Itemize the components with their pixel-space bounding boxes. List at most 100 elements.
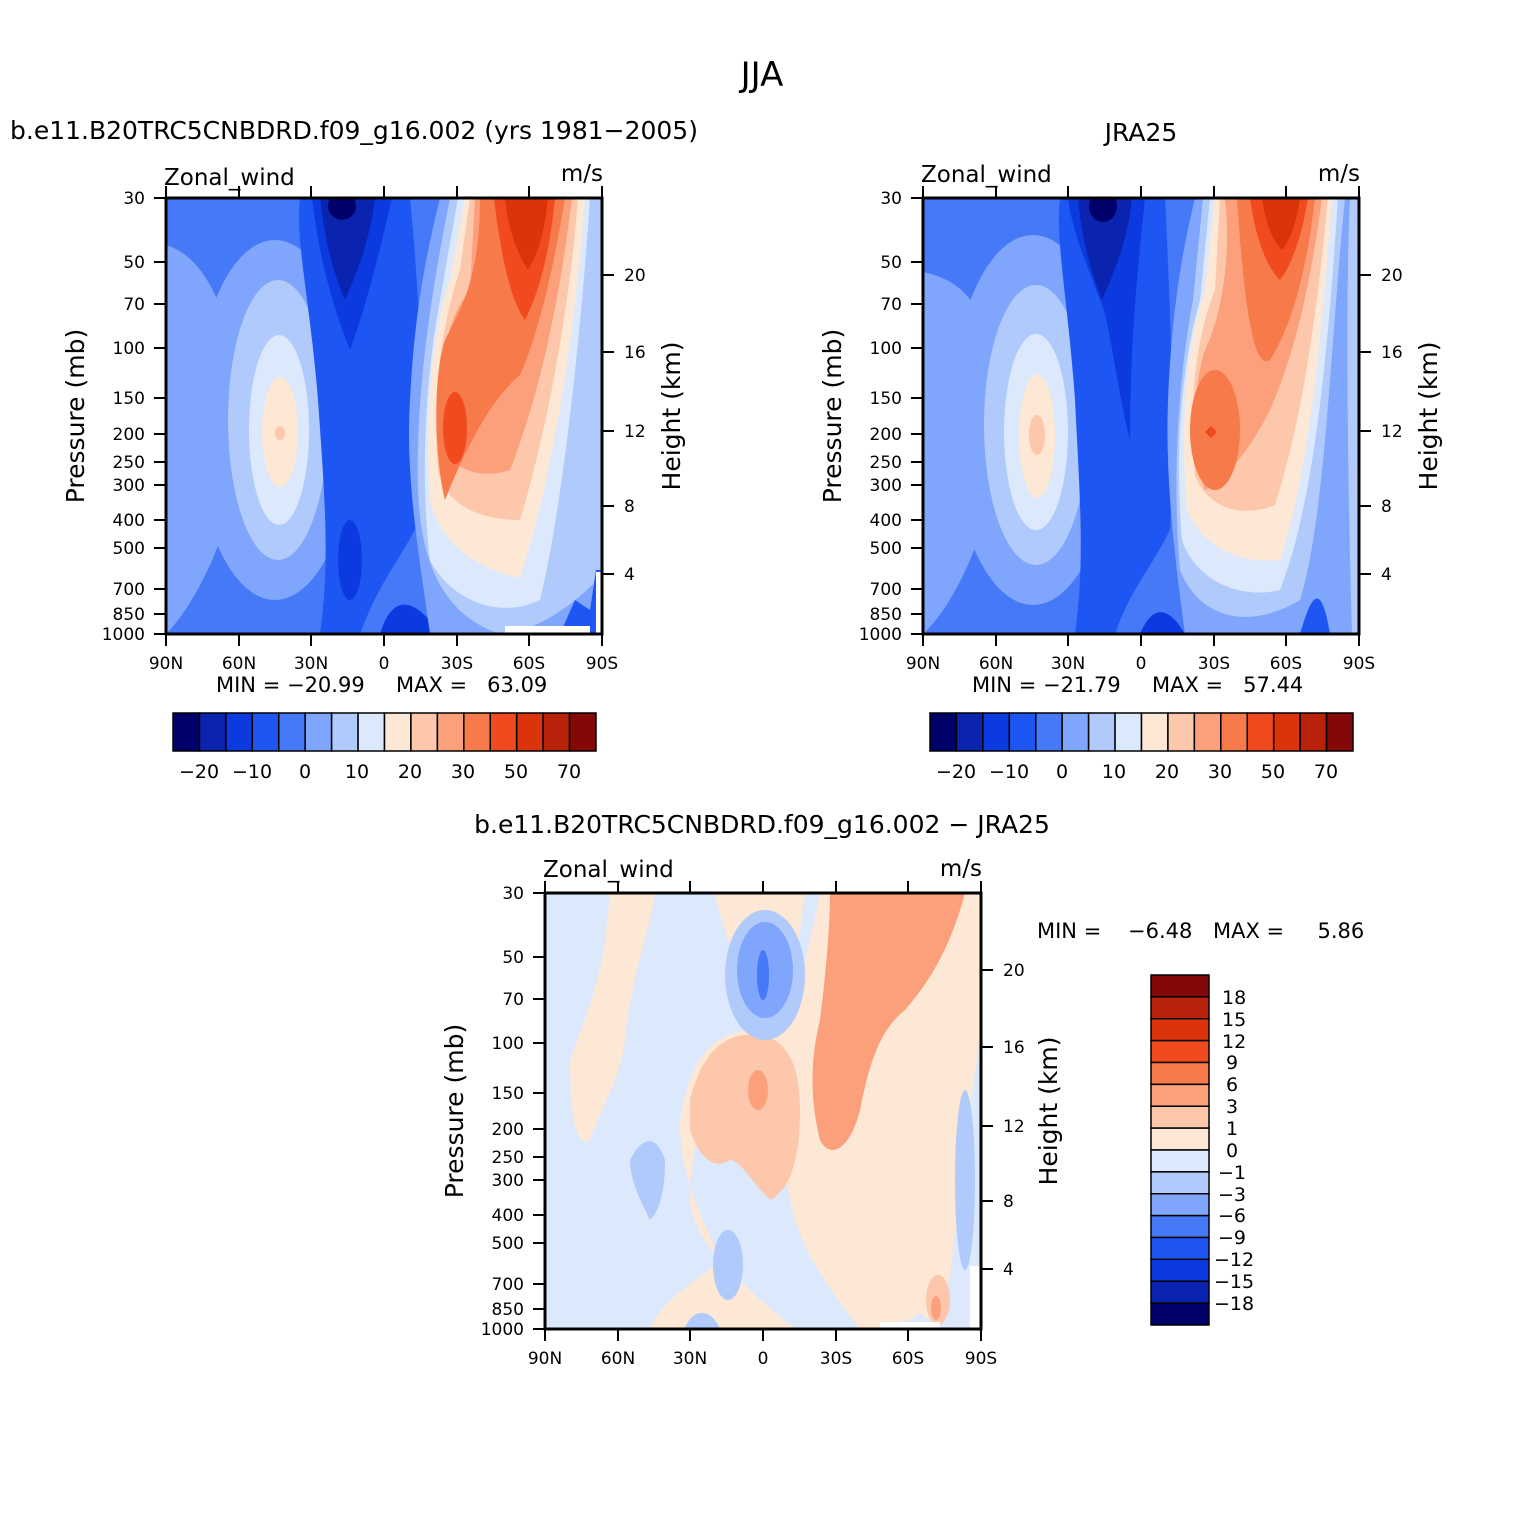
- x-tick-label: 60N: [222, 654, 256, 674]
- colorbar-diff: [1150, 974, 1210, 1326]
- panel-obs: JRA25 Zonal_wind m/s: [818, 118, 1443, 783]
- colorbar-swatch: [982, 712, 1011, 752]
- contour-band: [1029, 415, 1045, 455]
- y-tick-label: 500: [870, 539, 902, 559]
- colorbar-swatch: [1150, 1258, 1210, 1282]
- colorbar-swatch: [1061, 712, 1090, 752]
- contour-band: [505, 626, 590, 634]
- contour-band: [1078, 198, 1132, 300]
- y-tick-label: 700: [870, 580, 902, 600]
- y2-tick-label: 20: [1381, 266, 1403, 286]
- colorbar-swatch: [1299, 712, 1328, 752]
- y-tick-label: 1000: [481, 1320, 524, 1340]
- y-tick-label: 70: [880, 295, 902, 315]
- y-tick-label: 30: [880, 189, 902, 209]
- y2-tick-label: 20: [624, 266, 646, 286]
- colorbar-swatch: [1150, 1171, 1210, 1195]
- colorbar-swatch: [1150, 1039, 1210, 1064]
- colorbar-swatch: [1167, 712, 1196, 752]
- colorbar-label: 1: [1226, 1118, 1238, 1140]
- y-tick-label: 850: [870, 605, 902, 625]
- colorbar-swatch: [1150, 974, 1210, 998]
- y-tick-label: 700: [492, 1275, 524, 1295]
- y2-axis-label-diff: Height (km): [1034, 1037, 1063, 1186]
- colorbar-swatch: [955, 712, 984, 752]
- colorbar-label: 6: [1226, 1074, 1238, 1096]
- colorbar-label: −20: [179, 761, 219, 783]
- y-tick-label: 400: [492, 1206, 524, 1226]
- y-tick-label: 100: [870, 339, 902, 359]
- colorbar-label: 9: [1226, 1052, 1238, 1074]
- colorbar-swatch: [1150, 1280, 1210, 1304]
- colorbar-swatch: [1150, 1018, 1210, 1042]
- contour-field-model: [166, 198, 602, 634]
- colorbar-swatch: [1150, 1193, 1210, 1217]
- colorbar-swatch: [1150, 996, 1210, 1020]
- colorbar-swatch: [278, 712, 306, 752]
- contour-band: [757, 950, 769, 1000]
- y2-tick-label: 16: [1003, 1038, 1025, 1058]
- y2-tick-label: 12: [1003, 1117, 1025, 1137]
- y-ticks-diff: [533, 892, 545, 1330]
- x-tick-label: 60N: [601, 1349, 635, 1369]
- y2-tick-label: 4: [624, 565, 635, 585]
- colorbar-swatch: [1246, 712, 1275, 752]
- y-tick-label: 200: [492, 1120, 524, 1140]
- y2-tick-label: 12: [624, 422, 646, 442]
- contour-band: [443, 392, 467, 464]
- x-tick-label: 30S: [1198, 654, 1230, 674]
- colorbar-label: −20: [936, 761, 976, 783]
- y2-tick-label: 20: [1003, 961, 1025, 981]
- y-tick-label: 100: [113, 339, 145, 359]
- y-tick-label: 70: [502, 990, 524, 1010]
- y2-tick-label: 16: [1381, 343, 1403, 363]
- y-axis-label-diff: Pressure (mb): [440, 1024, 469, 1198]
- colorbar-label: 0: [299, 761, 311, 783]
- x-ticks-diff: [544, 881, 982, 1341]
- y2-tick-label: 8: [624, 497, 635, 517]
- colorbar-label: 10: [1102, 761, 1126, 783]
- colorbar-label: −3: [1218, 1184, 1246, 1206]
- colorbar-swatch: [436, 712, 465, 752]
- x-tick-label: 90S: [1343, 654, 1375, 674]
- y-tick-label: 850: [113, 605, 145, 625]
- contour-band: [931, 1296, 941, 1320]
- y-tick-label: 500: [113, 539, 145, 559]
- colorbar-label: −12: [1214, 1249, 1254, 1271]
- panel-diff: b.e11.B20TRC5CNBDRD.f09_g16.002 − JRA25 …: [440, 810, 1364, 1369]
- x-tick-label: 60S: [892, 1349, 924, 1369]
- colorbar-swatch: [542, 712, 571, 752]
- contour-band: [380, 604, 440, 634]
- y-tick-label: 150: [492, 1084, 524, 1104]
- colorbar-label: 50: [1261, 761, 1285, 783]
- y-tick-label: 50: [502, 948, 524, 968]
- units-label-obs: m/s: [1318, 161, 1360, 187]
- colorbar-label: 70: [1314, 761, 1338, 783]
- y-tick-label: 300: [870, 476, 902, 496]
- colorbar-swatch: [357, 712, 386, 752]
- contour-field-diff: [545, 893, 981, 1329]
- colorbar-label: 70: [557, 761, 581, 783]
- colorbar-swatch: [463, 712, 491, 752]
- colorbar-swatch: [1150, 1061, 1210, 1086]
- colorbar-swatch: [198, 712, 227, 752]
- contour-band: [299, 198, 422, 634]
- y2-ticks-model: [602, 274, 614, 575]
- colorbar-obs: [929, 712, 1354, 752]
- colorbar-swatch: [383, 712, 412, 752]
- y-tick-label: 300: [113, 476, 145, 496]
- x-tick-label: 30S: [441, 654, 473, 674]
- colorbar-swatch: [1150, 1149, 1210, 1173]
- y2-axis-label-obs: Height (km): [1414, 342, 1443, 491]
- colorbar-label: −10: [232, 761, 272, 783]
- colorbar-swatch: [1150, 1083, 1210, 1107]
- contour-band: [1140, 612, 1185, 634]
- contour-band: [328, 198, 356, 220]
- contour-band: [1300, 598, 1330, 634]
- y-tick-label: 150: [870, 389, 902, 409]
- y-tick-label: 200: [113, 425, 145, 445]
- colorbar-label: −18: [1214, 1293, 1254, 1315]
- x-tick-label: 90S: [965, 1349, 997, 1369]
- colorbar-label: −9: [1218, 1227, 1246, 1249]
